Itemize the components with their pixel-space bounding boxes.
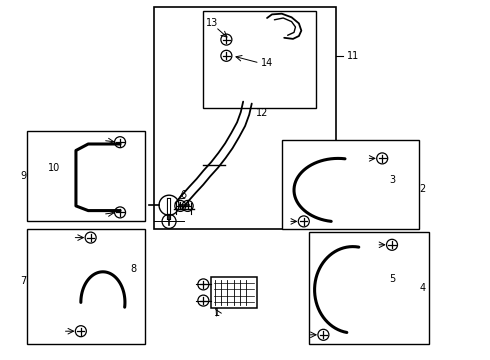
Bar	[27, 229, 145, 344]
Text: 10: 10	[48, 163, 60, 174]
Text: 4: 4	[419, 283, 425, 293]
Text: 3: 3	[389, 175, 395, 185]
Text: 14: 14	[261, 58, 273, 68]
Bar	[154, 7, 336, 229]
Bar	[203, 11, 316, 108]
Text: 7: 7	[21, 276, 26, 286]
Text: 2: 2	[419, 184, 425, 194]
Text: 5: 5	[389, 274, 395, 284]
Text: 9: 9	[20, 171, 26, 181]
Text: 13: 13	[206, 18, 218, 28]
Text: 12: 12	[256, 108, 269, 118]
Text: 11: 11	[347, 51, 359, 61]
Bar	[27, 131, 145, 221]
Bar	[309, 232, 429, 344]
Bar	[282, 140, 419, 229]
Text: 8: 8	[130, 264, 136, 274]
Text: 6: 6	[181, 190, 187, 200]
Bar	[211, 277, 257, 308]
Text: 1: 1	[214, 308, 220, 318]
